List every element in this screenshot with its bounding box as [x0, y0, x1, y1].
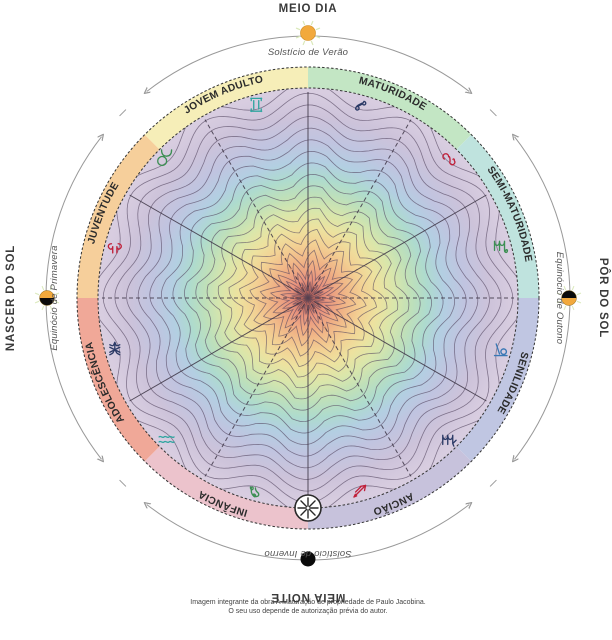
- svg-text:Solstício de Verão: Solstício de Verão: [268, 47, 348, 58]
- svg-text:PÔR DO SOL: PÔR DO SOL: [597, 258, 610, 338]
- svg-text:Imagem integrante da obra A Ma: Imagem integrante da obra A Maturação de…: [190, 599, 425, 606]
- svg-text:NASCER DO SOL: NASCER DO SOL: [5, 245, 17, 351]
- svg-text:Equinócio de Primavera: Equinócio de Primavera: [49, 245, 60, 350]
- svg-text:O seu uso depende de autorizaç: O seu uso depende de autorização prévia …: [228, 608, 387, 615]
- svg-text:Solstício de Inverno: Solstício de Inverno: [264, 548, 351, 559]
- svg-text:Equinócio de Outono: Equinócio de Outono: [554, 252, 565, 345]
- svg-text:MEIO DIA: MEIO DIA: [279, 3, 338, 15]
